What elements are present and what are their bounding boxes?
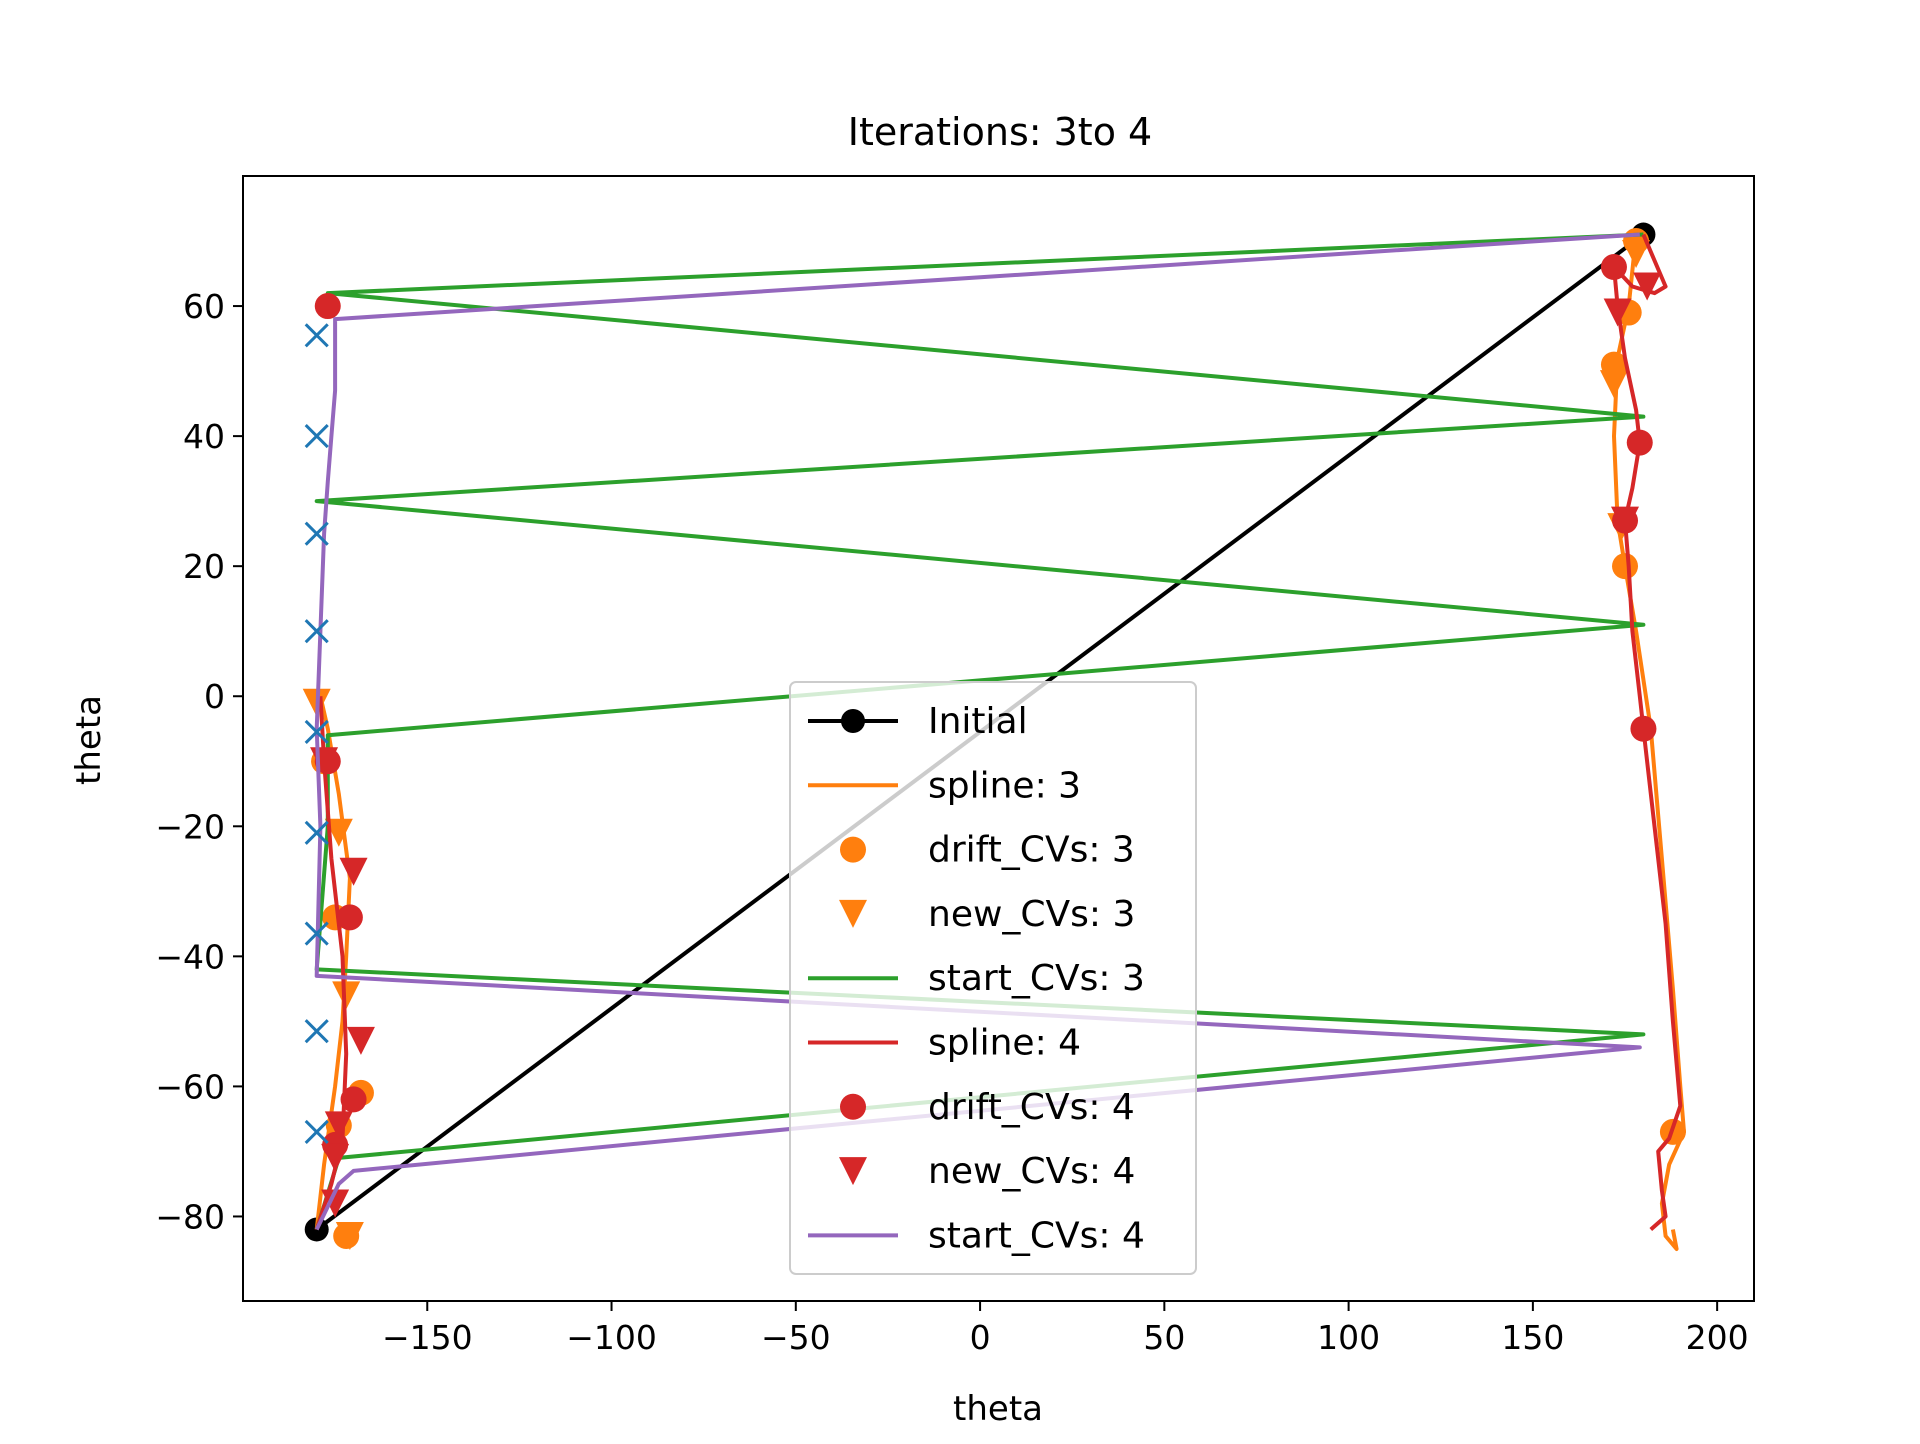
- data-point-new3: [335, 1221, 364, 1250]
- legend-box: [789, 681, 1197, 1275]
- data-point-new4: [346, 1026, 375, 1055]
- data-point-new3: [1622, 240, 1651, 269]
- plot-content: [302, 222, 1686, 1251]
- x-tick-label: 100: [1317, 1318, 1380, 1357]
- data-point-new3: [1599, 370, 1628, 399]
- legend-label: new_CVs: 3: [928, 894, 1135, 935]
- legend-label: spline: 3: [928, 765, 1081, 806]
- series-line-start3: [314, 232, 1646, 1231]
- y-axis-label: theta: [69, 695, 109, 785]
- data-point-new4: [1611, 506, 1640, 535]
- legend-handle-marker: [839, 1157, 867, 1186]
- data-point-crosses: [304, 820, 329, 845]
- y-tick-label: −20: [155, 807, 225, 846]
- x-tick-label: −100: [566, 1318, 657, 1357]
- series-crosses: [304, 323, 329, 1144]
- y-tick-label: 40: [183, 417, 225, 456]
- axes-layer: −150 −100 −50 0 50 100 150 200 −80 −60 −40 −20 0 20 40…: [155, 287, 1748, 1357]
- series-line-spline3r: [1612, 234, 1686, 1251]
- series-spline4: [314, 696, 349, 1231]
- legend-handle-marker: [839, 899, 867, 928]
- data-point-new4: [321, 1143, 350, 1172]
- legend-handle-marker: [841, 709, 865, 733]
- series-start4: [314, 232, 1642, 1231]
- y-tick-label: −80: [155, 1197, 225, 1236]
- series-start3: [314, 232, 1646, 1231]
- y-tick-label: −40: [155, 937, 225, 976]
- data-point-drift4: [1630, 715, 1657, 742]
- y-tick-label: −60: [155, 1067, 225, 1106]
- plot-frame: [242, 175, 1755, 1302]
- data-point-crosses: [304, 323, 329, 348]
- data-point-drift3: [1612, 553, 1639, 580]
- data-point-crosses: [304, 1119, 329, 1144]
- data-point-crosses: [304, 921, 329, 946]
- legend-label: drift_CVs: 4: [928, 1087, 1135, 1128]
- legend-label: new_CVs: 4: [928, 1151, 1135, 1192]
- data-point-new4: [1633, 272, 1662, 301]
- y-tick-label: 60: [183, 287, 225, 326]
- data-point-new4: [1603, 298, 1632, 327]
- y-tick-label: 20: [183, 547, 225, 586]
- x-tick-label: −50: [761, 1318, 831, 1357]
- data-point-new3: [332, 981, 361, 1010]
- plot-area: [302, 222, 1686, 1251]
- x-axis-label: theta: [953, 1389, 1043, 1429]
- data-point-drift4: [314, 293, 341, 320]
- chart-title: Iterations: 3to 4: [848, 110, 1152, 154]
- legend-label: spline: 4: [928, 1023, 1081, 1064]
- data-point-drift4: [340, 1086, 367, 1113]
- data-point-crosses: [304, 1019, 329, 1044]
- legend-label: Initial: [928, 701, 1028, 742]
- y-tick-label: 0: [204, 677, 225, 716]
- x-tick-label: 150: [1501, 1318, 1564, 1357]
- legend-handle-marker: [840, 1093, 866, 1120]
- data-point-new3: [324, 818, 353, 847]
- legend-label: start_CVs: 4: [928, 1215, 1145, 1256]
- legend: Initial spline: 3 drift_CVs: 3 new_CVs: 3 st…: [789, 681, 1197, 1275]
- data-point-new4: [321, 1189, 350, 1218]
- series-spline4r: [1612, 233, 1683, 1232]
- data-point-crosses: [304, 619, 329, 644]
- legend-label: start_CVs: 3: [928, 958, 1145, 999]
- data-point-crosses: [304, 424, 329, 449]
- data-point-crosses: [304, 719, 329, 745]
- legend-label: drift_CVs: 3: [928, 830, 1135, 871]
- series-line-spline4: [314, 696, 349, 1231]
- data-point-new4: [339, 857, 368, 886]
- series-line-spline4r: [1612, 233, 1683, 1232]
- series-line-start4: [314, 232, 1642, 1231]
- data-point-new4: [324, 1111, 353, 1140]
- data-point-drift4: [336, 904, 363, 931]
- x-tick-label: 50: [1143, 1318, 1185, 1357]
- data-point-drift4: [1600, 254, 1627, 281]
- x-tick-label: 200: [1686, 1318, 1749, 1357]
- data-point-crosses: [304, 521, 329, 546]
- x-tick-label: 0: [970, 1318, 991, 1357]
- data-point-drift4: [1626, 429, 1653, 456]
- legend-handle-marker: [840, 836, 866, 863]
- x-tick-label: −150: [382, 1318, 473, 1357]
- series-spline3r: [1612, 234, 1686, 1251]
